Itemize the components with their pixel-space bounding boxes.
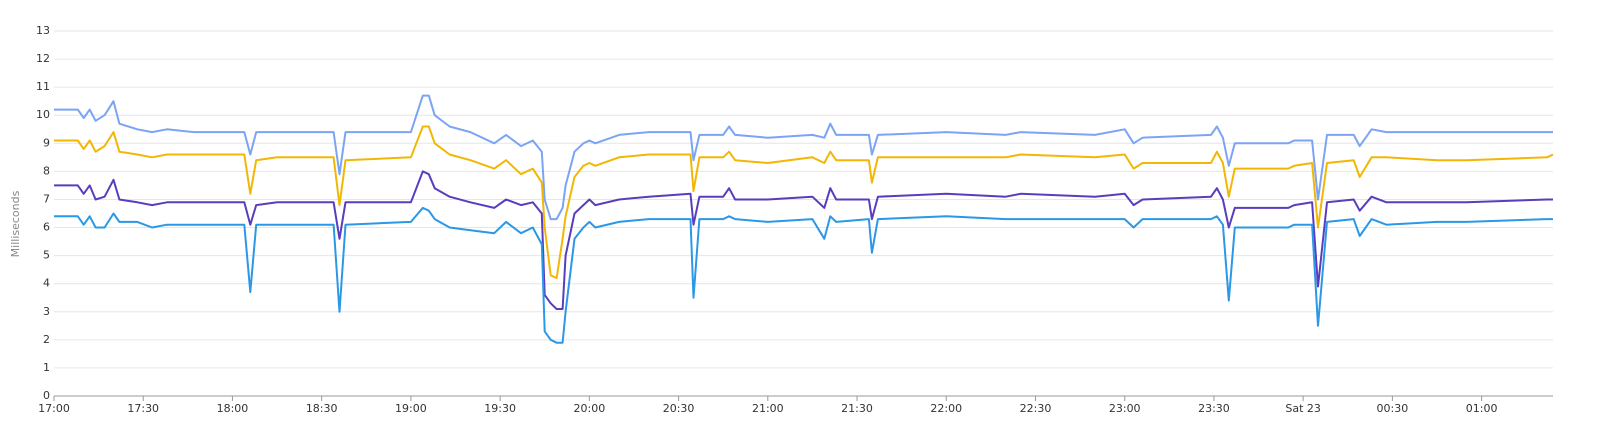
x-tick-label: 21:30 (841, 402, 873, 415)
y-tick-label: 8 (43, 164, 50, 177)
y-tick-label: 13 (36, 24, 50, 37)
y-tick-label: 5 (43, 249, 50, 262)
x-tick-label: 23:00 (1109, 402, 1141, 415)
x-tick-label: 22:00 (930, 402, 962, 415)
y-tick-label: 4 (43, 277, 50, 290)
y-tick-label: 10 (36, 108, 50, 121)
x-tick-label: 01:00 (1466, 402, 1498, 415)
x-tick-label: 19:00 (395, 402, 427, 415)
y-tick-label: 6 (43, 221, 50, 234)
series-line (54, 94, 1553, 221)
series-line (54, 125, 1554, 280)
y-tick-label: 3 (43, 305, 50, 318)
x-tick-label: 17:00 (38, 402, 70, 415)
y-tick-label: 0 (43, 389, 50, 402)
y-tick-label: 12 (36, 52, 50, 65)
x-tick-label: 20:30 (663, 402, 695, 415)
series-line (54, 170, 1553, 310)
x-tick-label: 17:30 (127, 402, 159, 415)
x-tick-label: Sat 23 (1285, 402, 1321, 415)
x-tick-label: 18:00 (217, 402, 249, 415)
y-tick-label: 7 (43, 192, 50, 205)
x-tick-label: 20:00 (574, 402, 606, 415)
x-tick-label: 19:30 (484, 402, 516, 415)
series-line (54, 206, 1553, 344)
y-axis-label: Milliseconds (9, 190, 22, 257)
y-tick-label: 2 (43, 333, 50, 346)
y-tick-label: 11 (36, 80, 50, 93)
y-tick-label: 9 (43, 136, 50, 149)
x-tick-label: 23:30 (1198, 402, 1230, 415)
x-tick-label: 18:30 (306, 402, 338, 415)
x-tick-label: 00:30 (1377, 402, 1409, 415)
x-tick-label: 22:30 (1020, 402, 1052, 415)
y-tick-label: 1 (43, 361, 50, 374)
x-tick-label: 21:00 (752, 402, 784, 415)
